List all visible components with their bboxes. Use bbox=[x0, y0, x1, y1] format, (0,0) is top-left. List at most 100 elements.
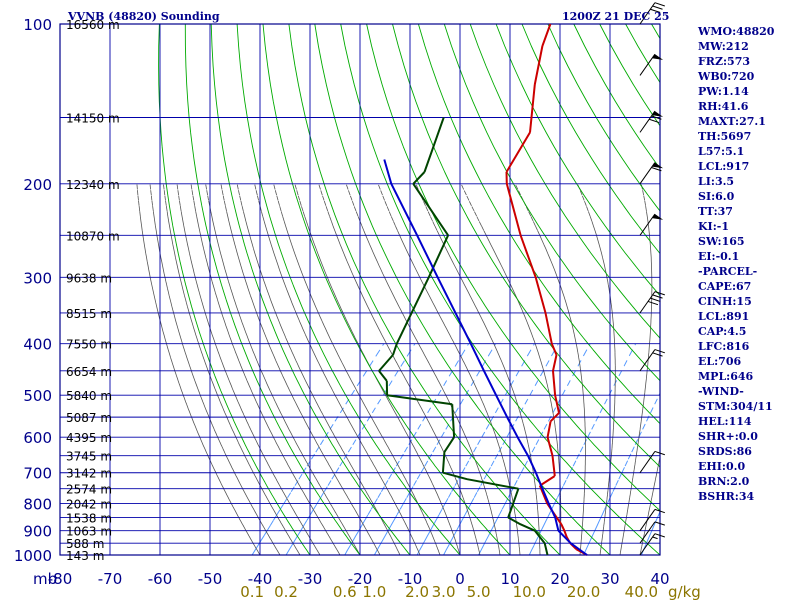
wind-barb bbox=[639, 349, 665, 372]
wind-barb-feather bbox=[652, 5, 663, 10]
height-label: 2574 m bbox=[66, 483, 112, 497]
mixing-ratio-label: 1.0 bbox=[362, 583, 386, 600]
wind-barb-feather bbox=[654, 2, 665, 7]
index-item: FRZ:573 bbox=[698, 55, 751, 68]
moist-adiabat-line bbox=[136, 183, 261, 556]
moist-adiabat-line bbox=[318, 183, 481, 556]
wind-barb bbox=[639, 291, 665, 314]
pressure-tick-label: 500 bbox=[23, 387, 52, 405]
pressure-tick-label: 600 bbox=[23, 429, 52, 447]
height-label: 7550 m bbox=[66, 338, 112, 352]
index-item: CINH:15 bbox=[698, 295, 752, 308]
temperature-tick-label: 40 bbox=[650, 570, 669, 588]
dry-adiabat-line bbox=[625, 23, 661, 83]
index-item: LCL:891 bbox=[698, 310, 750, 323]
mixing-ratio-unit: g/kg bbox=[668, 583, 701, 600]
wind-barb-staff bbox=[639, 110, 656, 133]
wind-barb-staff bbox=[639, 451, 656, 474]
height-label: 143 m bbox=[66, 549, 104, 563]
wind-barb-feather bbox=[654, 450, 665, 456]
dry-adiabat-line bbox=[547, 23, 661, 212]
height-label: 16560 m bbox=[66, 18, 120, 32]
indices-panel: WMO:48820 MW:212 FRZ:573 WB0:720 PW:1.14 RH:4… bbox=[698, 24, 774, 504]
index-item: SI:6.0 bbox=[698, 190, 735, 203]
temperature-tick-label: -10 bbox=[398, 570, 423, 588]
wind-barb-flag bbox=[652, 54, 664, 60]
pressure-tick-label: 100 bbox=[23, 16, 52, 34]
dry-adiabat-line bbox=[495, 23, 661, 296]
moist-adiabat-line bbox=[236, 183, 401, 556]
plot-border bbox=[59, 23, 661, 556]
temperature-tick-label: -40 bbox=[248, 570, 273, 588]
chart-frame bbox=[59, 23, 661, 556]
index-item: CAP:4.5 bbox=[698, 325, 747, 338]
height-label: 12340 m bbox=[66, 178, 120, 192]
dry-adiabat-line bbox=[262, 23, 511, 556]
wind-barb-feather bbox=[654, 533, 665, 538]
isobar-lines bbox=[60, 23, 660, 556]
wind-barb-feather bbox=[651, 115, 662, 120]
index-item: STM:304/11 bbox=[698, 400, 773, 413]
temperature-tick-label: 10 bbox=[500, 570, 519, 588]
height-label: 5087 m bbox=[66, 411, 112, 425]
index-item: LI:3.5 bbox=[698, 175, 735, 188]
index-item: TH:5697 bbox=[698, 130, 752, 143]
mixing-ratio-label: 40.0 bbox=[625, 583, 658, 600]
mixing-ratio-line bbox=[285, 343, 416, 556]
chart-title: VVNB (48820) Sounding bbox=[68, 10, 220, 23]
height-label: 14150 m bbox=[66, 112, 120, 126]
dry-adiabat-line bbox=[184, 23, 361, 556]
height-label: 3745 m bbox=[66, 450, 112, 464]
wind-barb bbox=[639, 508, 665, 531]
height-label: 8515 m bbox=[66, 307, 112, 321]
height-label: 4395 m bbox=[66, 431, 112, 445]
wind-barb-staff bbox=[639, 291, 656, 314]
dry-adiabat-line bbox=[210, 23, 411, 556]
wind-barb-flag bbox=[652, 162, 664, 169]
temperature-tick-label: -70 bbox=[98, 570, 123, 588]
moist-adiabat-line bbox=[190, 183, 341, 556]
x-axis-prefix: mb bbox=[33, 570, 57, 588]
wind-barb-staff bbox=[639, 162, 656, 185]
wind-barb bbox=[639, 53, 664, 76]
wind-barb bbox=[639, 162, 664, 185]
pressure-tick-label: 1000 bbox=[14, 547, 52, 565]
mixing-ratio-label: 5.0 bbox=[467, 583, 491, 600]
wind-barb-staff bbox=[639, 349, 656, 372]
mixing-ratio-line bbox=[344, 343, 470, 556]
index-item: MAXT:27.1 bbox=[698, 115, 766, 128]
dry-adiabat-line bbox=[366, 23, 661, 512]
index-item: SHR+:0.0 bbox=[698, 430, 758, 443]
parcel-line bbox=[383, 159, 588, 556]
height-label: 10870 m bbox=[66, 229, 120, 243]
index-item: -PARCEL- bbox=[698, 265, 758, 278]
height-label: 588 m bbox=[66, 537, 104, 551]
height-label: 2042 m bbox=[66, 498, 112, 512]
index-item: MPL:646 bbox=[698, 370, 754, 383]
wind-barb bbox=[639, 110, 664, 133]
pressure-tick-label: 700 bbox=[23, 465, 52, 483]
index-item: WMO:48820 bbox=[698, 25, 775, 38]
wind-barb-feather bbox=[654, 291, 665, 296]
wind-barb-feather bbox=[654, 508, 665, 514]
wind-barb-feather bbox=[652, 352, 663, 357]
wind-barb-flag bbox=[652, 111, 664, 117]
temperature-tick-label: -60 bbox=[148, 570, 173, 588]
dry-adiabat-line bbox=[236, 23, 461, 556]
wind-barb-staff bbox=[639, 521, 656, 544]
pressure-tick-label: 400 bbox=[23, 336, 52, 354]
dry-adiabat-line bbox=[469, 23, 661, 339]
height-label: 1538 m bbox=[66, 512, 112, 526]
dry-adiabat-line bbox=[573, 23, 661, 169]
height-label: 6654 m bbox=[66, 365, 112, 379]
moist-adiabat-line bbox=[345, 183, 501, 556]
temperature-tick-label: -20 bbox=[348, 570, 373, 588]
dry-adiabat-line bbox=[340, 23, 661, 556]
wind-barb bbox=[639, 213, 664, 236]
index-item: BSHR:34 bbox=[698, 490, 755, 503]
wind-barb-feather bbox=[654, 521, 665, 526]
mixing-ratio-label: 0.1 bbox=[240, 583, 264, 600]
wind-barb bbox=[639, 533, 665, 556]
wind-barb-staff bbox=[639, 533, 656, 556]
dry-adiabat-line bbox=[443, 23, 661, 382]
